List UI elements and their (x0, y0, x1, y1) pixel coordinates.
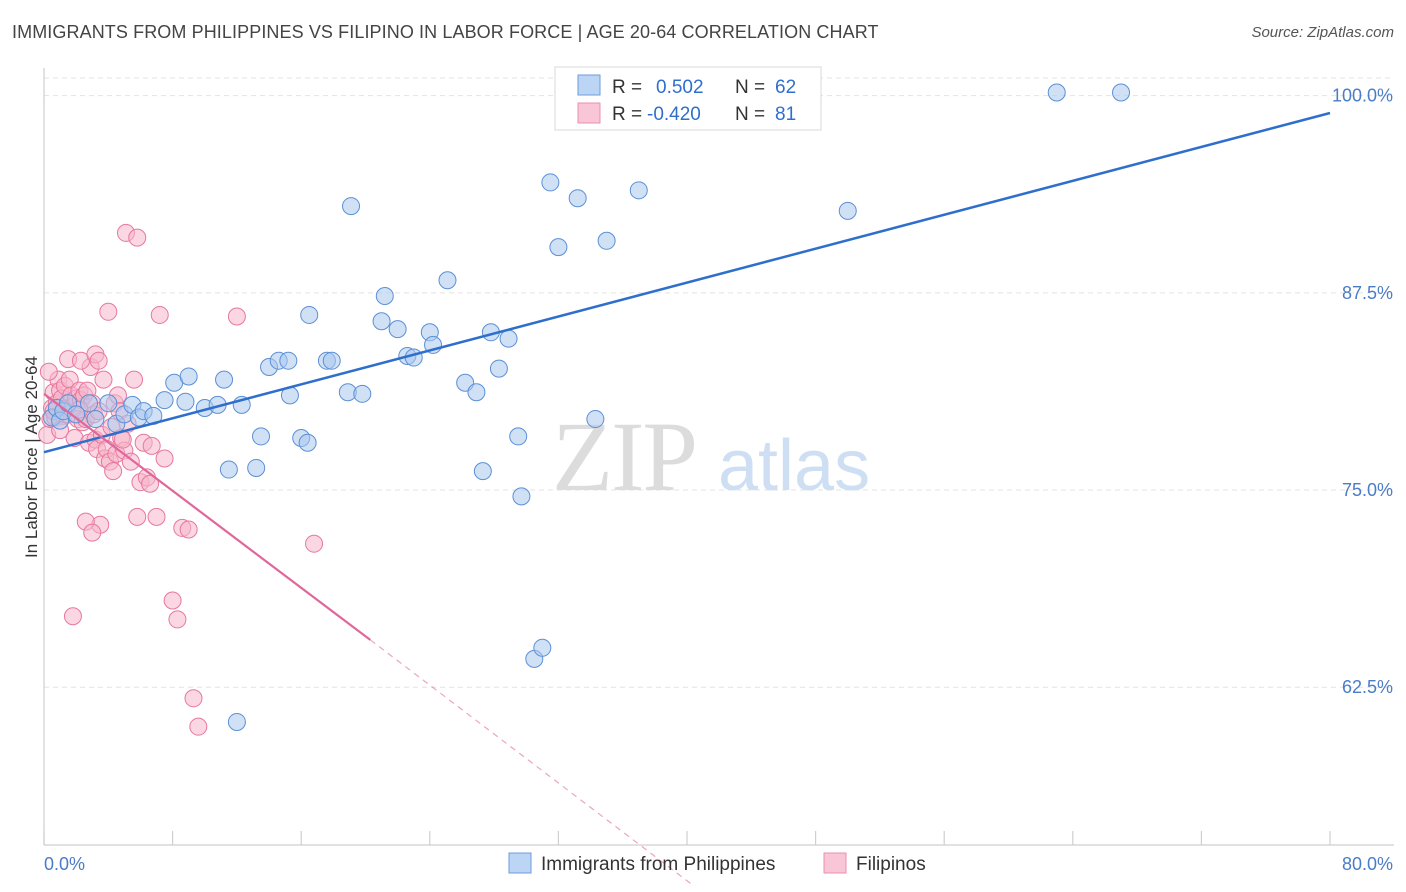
series-legend-philippines[interactable]: Immigrants from Philippines (541, 854, 775, 875)
y-tick-labels: 62.5% 75.0% 87.5% 100.0% (1332, 86, 1393, 698)
philippines-point[interactable] (499, 329, 518, 348)
chart-title: IMMIGRANTS FROM PHILIPPINES VS FILIPINO … (12, 22, 879, 42)
philippines-point[interactable] (227, 712, 246, 731)
stats-legend: R = 0.502 N = 62 R = -0.420 N = 81 (554, 66, 822, 131)
filipinos-point[interactable] (128, 228, 147, 247)
philippines-point[interactable] (541, 173, 560, 192)
trend-lines (43, 111, 1331, 885)
filipinos-point[interactable] (128, 507, 147, 526)
philippines-point[interactable] (597, 231, 616, 250)
filipinos-point[interactable] (305, 534, 324, 553)
filipinos-point[interactable] (142, 436, 161, 455)
x-tick-labels: 0.0% 80.0% (44, 854, 1393, 874)
philippines-point[interactable] (549, 238, 568, 257)
philippines-point[interactable] (322, 351, 341, 370)
filipinos-point[interactable] (141, 474, 160, 493)
y-tick-label: 87.5% (1342, 283, 1393, 303)
philippines-point[interactable] (353, 384, 372, 403)
watermark-atlas: atlas (718, 426, 870, 506)
stats-n-value-2: 81 (775, 104, 796, 125)
y-tick-label: 62.5% (1342, 677, 1393, 697)
filipinos-point[interactable] (168, 610, 187, 629)
stats-legend-blue-swatch (577, 74, 601, 96)
series-legend: Immigrants from Philippines Filipinos (508, 852, 926, 875)
philippines-point[interactable] (279, 351, 298, 370)
filipinos-point[interactable] (125, 370, 144, 389)
filipinos-point[interactable] (104, 462, 123, 481)
philippines-point[interactable] (252, 427, 271, 446)
filipinos-point[interactable] (179, 520, 198, 539)
philippines-point[interactable] (533, 638, 552, 657)
filipinos-point[interactable] (184, 689, 203, 708)
y-tick-label: 100.0% (1332, 86, 1393, 106)
filipinos-point[interactable] (147, 507, 166, 526)
filipinos-point[interactable] (189, 717, 208, 736)
philippines-point[interactable] (489, 359, 508, 378)
philippines-point[interactable] (1047, 83, 1066, 102)
philippines-point[interactable] (179, 367, 198, 386)
filipinos-point[interactable] (155, 449, 174, 468)
stats-r-value-1: 0.502 (656, 77, 704, 98)
filipinos-trend-line (43, 392, 371, 641)
stats-r-label-2: R = (612, 104, 642, 125)
watermark-zip: ZIP (552, 401, 696, 512)
filipinos-point[interactable] (163, 591, 182, 610)
philippines-point[interactable] (509, 427, 528, 446)
philippines-point[interactable] (629, 181, 648, 200)
philippines-point[interactable] (512, 487, 531, 506)
philippines-point[interactable] (372, 312, 391, 331)
stats-legend-pink-swatch (577, 102, 601, 124)
philippines-point[interactable] (219, 460, 238, 479)
filipinos-point[interactable] (83, 523, 102, 542)
watermark: ZIP atlas (552, 401, 870, 512)
philippines-point[interactable] (438, 271, 457, 290)
grid-lines (44, 77, 1394, 688)
filipinos-point[interactable] (99, 302, 118, 321)
philippines-point[interactable] (176, 392, 195, 411)
stats-r-value-2: -0.420 (647, 104, 701, 125)
filipinos-point[interactable] (89, 351, 108, 370)
stats-n-value-1: 62 (775, 77, 796, 98)
series-legend-blue-swatch[interactable] (508, 852, 532, 874)
series-legend-pink-swatch[interactable] (823, 852, 847, 874)
philippines-point[interactable] (342, 197, 361, 216)
philippines-point[interactable] (388, 320, 407, 339)
filipinos-point[interactable] (63, 607, 82, 626)
stats-n-label-2: N = (735, 104, 765, 125)
stats-r-label-1: R = (612, 77, 642, 98)
filipinos-points (38, 223, 324, 736)
filipinos-point[interactable] (39, 362, 58, 381)
filipinos-trend-extension (369, 639, 693, 885)
y-axis-title: In Labor Force | Age 20-64 (22, 356, 41, 558)
philippines-point[interactable] (80, 394, 99, 413)
philippines-point[interactable] (375, 287, 394, 306)
philippines-point[interactable] (568, 189, 587, 208)
philippines-trend-line (43, 111, 1331, 454)
axes (43, 68, 1394, 846)
filipinos-point[interactable] (227, 307, 246, 326)
philippines-point[interactable] (586, 410, 605, 429)
philippines-point[interactable] (247, 458, 266, 477)
filipinos-point[interactable] (94, 370, 113, 389)
y-tick-label: 75.0% (1342, 480, 1393, 500)
philippines-point[interactable] (298, 433, 317, 452)
philippines-point[interactable] (473, 462, 492, 481)
x-tick-label: 80.0% (1342, 854, 1393, 874)
philippines-point[interactable] (99, 394, 118, 413)
x-tick-label: 0.0% (44, 854, 85, 874)
philippines-point[interactable] (155, 391, 174, 410)
source-credit: Source: ZipAtlas.com (1251, 24, 1394, 41)
philippines-point[interactable] (215, 370, 234, 389)
stats-n-label-1: N = (735, 77, 765, 98)
series-legend-filipinos[interactable]: Filipinos (856, 854, 926, 875)
philippines-point[interactable] (300, 305, 319, 324)
philippines-point[interactable] (86, 410, 105, 429)
philippines-point[interactable] (67, 405, 86, 424)
philippines-point[interactable] (1112, 83, 1131, 102)
philippines-point[interactable] (838, 201, 857, 220)
filipinos-point[interactable] (150, 305, 169, 324)
philippines-point[interactable] (467, 383, 486, 402)
